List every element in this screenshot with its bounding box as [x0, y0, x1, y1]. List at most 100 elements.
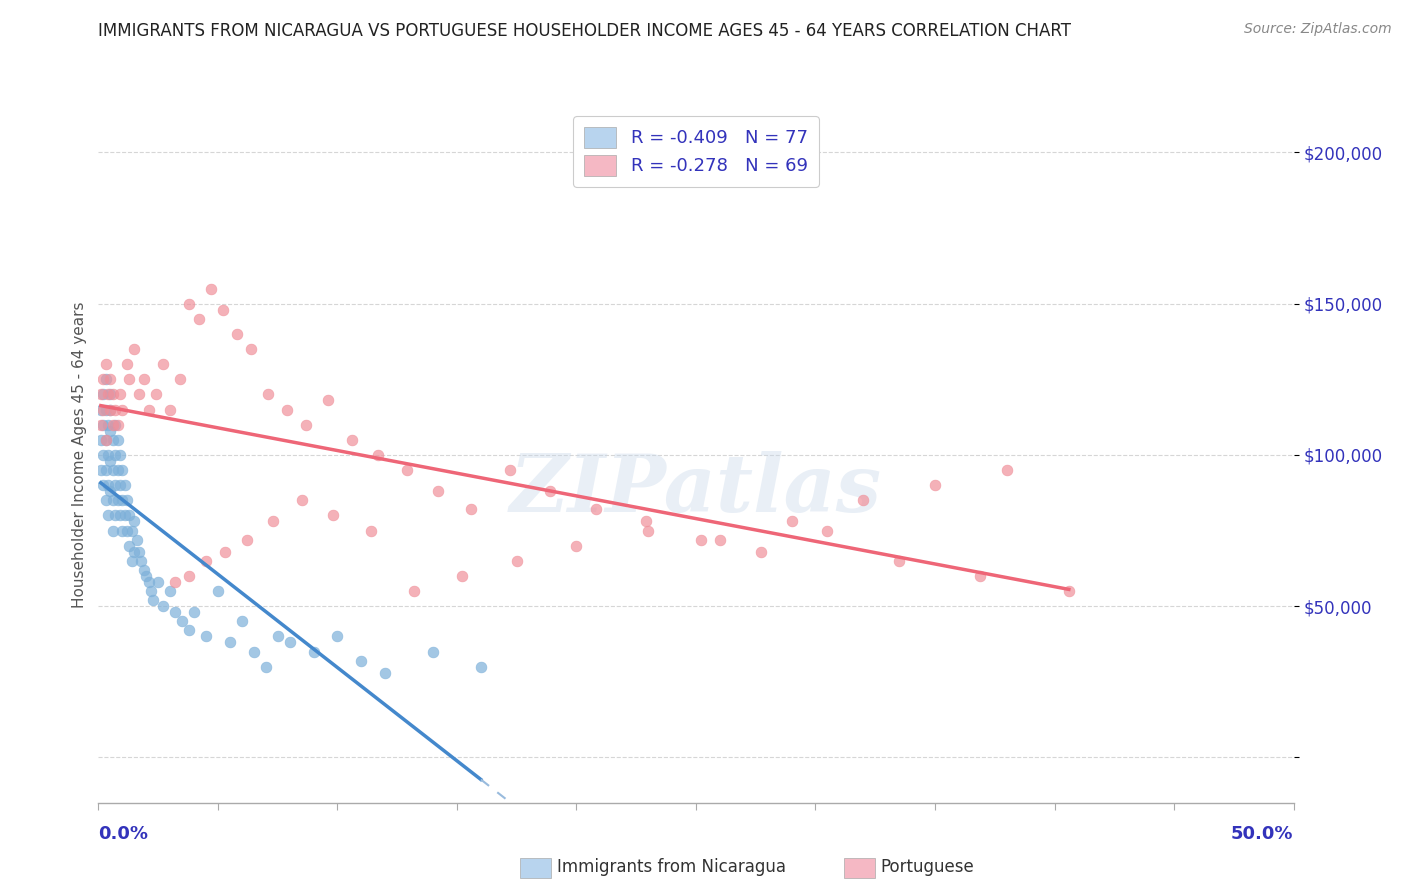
Point — [200, 281, 222, 295]
Point — [98, 424, 122, 438]
Point — [689, 533, 711, 547]
Point — [101, 387, 124, 401]
Point — [98, 372, 122, 386]
Point — [108, 448, 131, 462]
Point — [240, 342, 263, 356]
Point — [924, 478, 946, 492]
Point — [780, 515, 803, 529]
Point — [211, 302, 233, 317]
Text: Immigrants from Nicaragua: Immigrants from Nicaragua — [557, 858, 786, 876]
Point — [194, 629, 217, 643]
Point — [498, 463, 520, 477]
Point — [91, 402, 114, 417]
Point — [138, 574, 160, 589]
Point — [94, 433, 117, 447]
Point — [131, 554, 153, 568]
Point — [115, 357, 138, 371]
Point — [115, 493, 138, 508]
Point — [219, 635, 242, 649]
Point — [132, 563, 155, 577]
Point — [145, 387, 167, 401]
Point — [107, 417, 129, 432]
Point — [395, 463, 418, 477]
Point — [815, 524, 838, 538]
Point — [634, 515, 657, 529]
Point — [115, 524, 138, 538]
Point — [374, 665, 396, 680]
Point — [90, 433, 112, 447]
Point — [107, 463, 129, 477]
Point — [139, 584, 162, 599]
Point — [187, 311, 209, 326]
Point — [104, 508, 127, 523]
Point — [231, 615, 253, 629]
Point — [183, 605, 205, 619]
Point — [254, 659, 277, 673]
Point — [128, 545, 150, 559]
Point — [124, 342, 146, 356]
Point — [290, 493, 312, 508]
Point — [243, 644, 266, 658]
Point — [121, 524, 143, 538]
Point — [104, 478, 127, 492]
Point — [94, 463, 117, 477]
Point — [94, 372, 117, 386]
Point — [94, 433, 117, 447]
Point — [111, 463, 134, 477]
Point — [124, 545, 146, 559]
Point — [295, 417, 318, 432]
Point — [108, 508, 131, 523]
Point — [101, 417, 124, 432]
Point — [262, 515, 284, 529]
Y-axis label: Householder Income Ages 45 - 64 years: Householder Income Ages 45 - 64 years — [72, 301, 87, 608]
Point — [98, 454, 122, 468]
Point — [97, 448, 120, 462]
Point — [322, 508, 344, 523]
Point — [114, 508, 136, 523]
Point — [709, 533, 731, 547]
Point — [214, 545, 236, 559]
Point — [135, 569, 157, 583]
Point — [1057, 584, 1080, 599]
Point — [91, 478, 114, 492]
Point — [97, 387, 120, 401]
Point — [97, 478, 120, 492]
Point — [142, 593, 165, 607]
Point — [267, 629, 290, 643]
Point — [104, 417, 127, 432]
Point — [172, 615, 194, 629]
Point — [852, 493, 875, 508]
Point — [207, 584, 229, 599]
Point — [159, 402, 181, 417]
Text: 50.0%: 50.0% — [1232, 825, 1294, 843]
Point — [450, 569, 472, 583]
Point — [90, 402, 112, 417]
Point — [118, 508, 141, 523]
Point — [889, 554, 911, 568]
Point — [98, 402, 122, 417]
Point — [104, 448, 127, 462]
Point — [91, 372, 114, 386]
Point — [152, 357, 174, 371]
Point — [995, 463, 1018, 477]
Point — [159, 584, 181, 599]
Point — [402, 584, 425, 599]
Point — [316, 393, 339, 408]
Point — [107, 433, 129, 447]
Point — [163, 605, 186, 619]
Text: Source: ZipAtlas.com: Source: ZipAtlas.com — [1244, 22, 1392, 37]
Point — [367, 448, 389, 462]
Point — [506, 554, 529, 568]
Point — [179, 624, 201, 638]
Point — [163, 574, 186, 589]
Point — [90, 417, 112, 432]
Point — [97, 417, 120, 432]
Point — [422, 644, 444, 658]
Point — [101, 433, 124, 447]
Point — [152, 599, 174, 614]
Point — [360, 524, 382, 538]
Point — [107, 493, 129, 508]
Point — [125, 533, 148, 547]
Point — [235, 533, 257, 547]
Point — [104, 402, 127, 417]
